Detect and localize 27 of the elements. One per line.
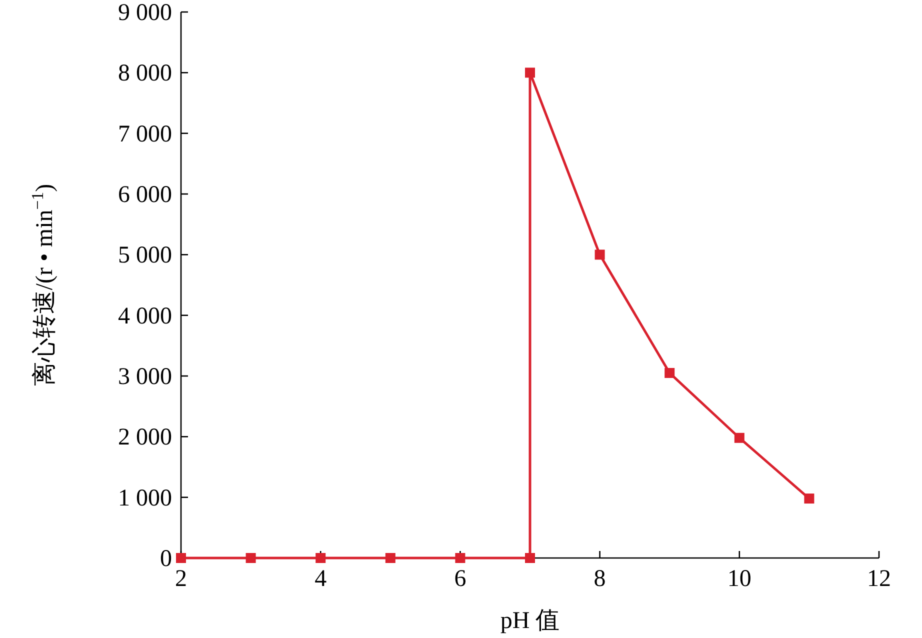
x-tick-label: 12 — [867, 566, 891, 592]
point — [804, 494, 814, 504]
point — [385, 553, 396, 563]
y-tick-label: 7 000 — [118, 121, 172, 148]
x-tick-label: 4 — [314, 566, 327, 592]
point — [455, 553, 466, 563]
point — [246, 553, 256, 563]
x-tick-label: 10 — [727, 566, 752, 592]
y-tick-label: 0 — [160, 546, 172, 572]
y-tick-label: 9 000 — [118, 0, 172, 26]
point — [594, 250, 605, 260]
y-tick-label: 1 000 — [118, 485, 172, 512]
y-tick-label: 2 000 — [118, 424, 172, 451]
y-tick-label: 3 000 — [118, 364, 172, 390]
point — [525, 553, 535, 563]
point — [734, 432, 744, 443]
x-tick-label: 8 — [594, 566, 606, 592]
x-tick-label: 6 — [454, 566, 466, 592]
y-tick-label: 5 000 — [118, 242, 172, 269]
y-tick-label: 4 000 — [118, 303, 172, 330]
point — [525, 68, 535, 78]
y-tick-label: 8 000 — [118, 60, 172, 87]
point — [316, 553, 326, 563]
x-axis-title: pH 值 — [500, 608, 560, 634]
point — [664, 368, 675, 378]
y-tick-label: 6 000 — [118, 182, 172, 208]
x-tick-label: 2 — [175, 566, 187, 592]
